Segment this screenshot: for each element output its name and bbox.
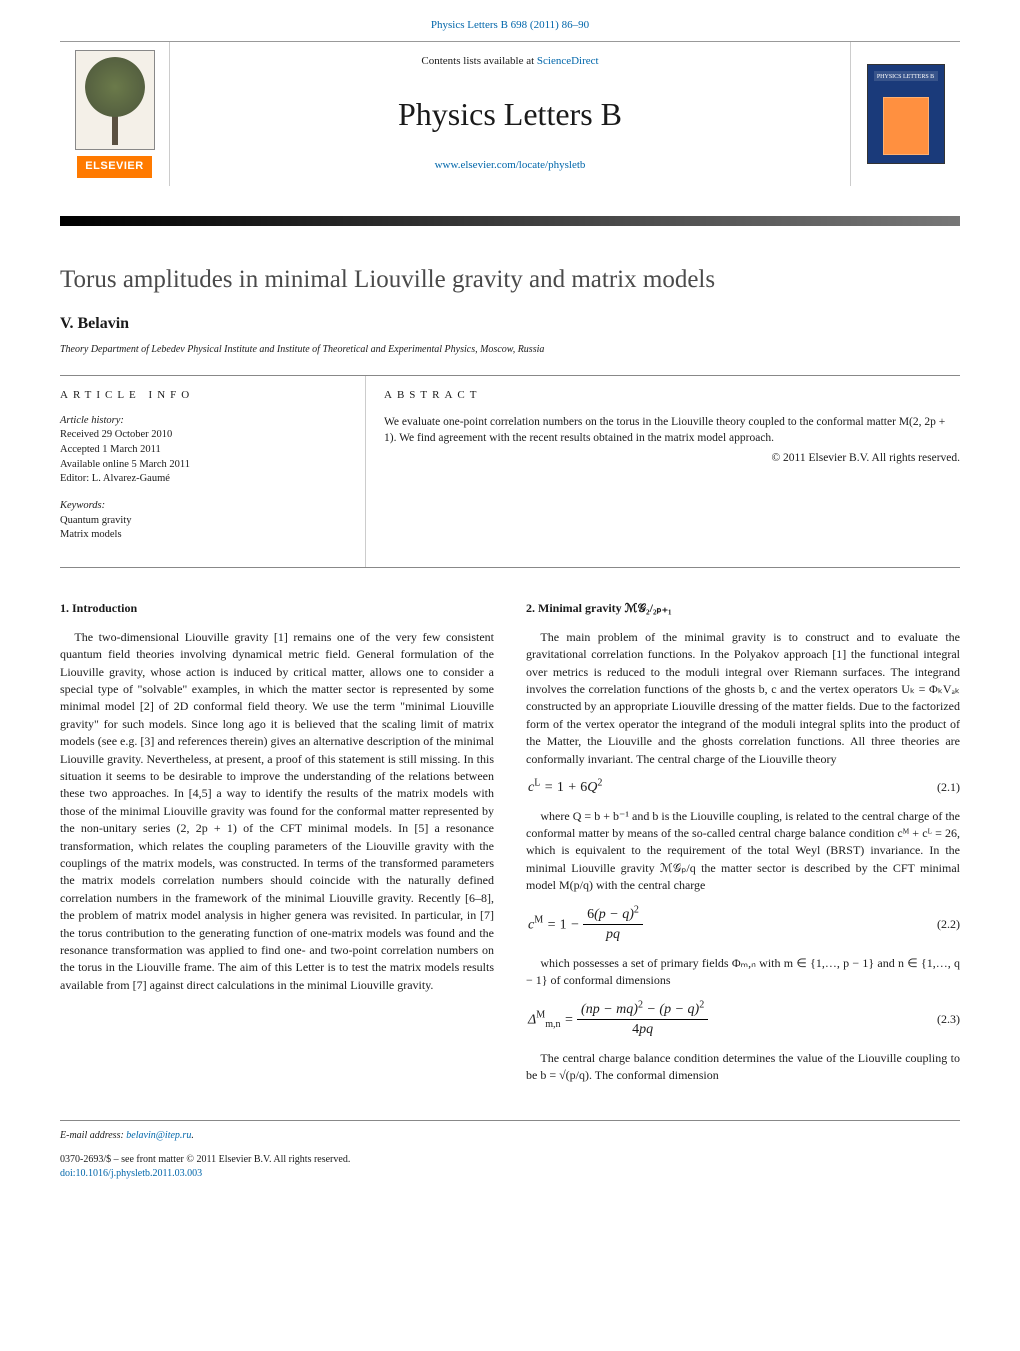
abstract-block: abstract We evaluate one-point correlati… <box>366 376 960 567</box>
history-accepted: Accepted 1 March 2011 <box>60 443 347 458</box>
section-2-para-2: where Q = b + b⁻¹ and b is the Liouville… <box>526 808 960 895</box>
journal-title: Physics Letters B <box>190 92 830 137</box>
left-column: 1. Introduction The two-dimensional Liou… <box>60 596 494 1090</box>
elsevier-tree-icon <box>75 50 155 150</box>
publisher-block: ELSEVIER <box>60 42 170 185</box>
abstract-copyright: © 2011 Elsevier B.V. All rights reserved… <box>384 450 960 466</box>
history-label: Article history: <box>60 414 347 429</box>
article-info-heading: article info <box>60 388 347 403</box>
journal-homepage-link[interactable]: www.elsevier.com/locate/physletb <box>435 159 586 171</box>
author-name: V. Belavin <box>60 313 960 335</box>
history-received: Received 29 October 2010 <box>60 428 347 443</box>
journal-masthead: ELSEVIER Contents lists available at Sci… <box>60 41 960 185</box>
equation-2-3-number: (2.3) <box>937 1011 960 1028</box>
contents-available-line: Contents lists available at ScienceDirec… <box>190 54 830 69</box>
cover-thumbnail-area: PHYSICS LETTERS B <box>850 42 960 185</box>
section-2-para-1: The main problem of the minimal gravity … <box>526 629 960 768</box>
equation-2-1: cL = 1 + 6Q2 (2.1) <box>526 778 960 798</box>
equation-2-3: ΔMm,n = (np − mq)2 − (p − q)24pq (2.3) <box>526 1000 960 1040</box>
editor-line: Editor: L. Alvarez-Gaumé <box>60 472 347 487</box>
author-email-link[interactable]: belavin@itep.ru <box>126 1130 191 1141</box>
header-citation-link[interactable]: Physics Letters B 698 (2011) 86–90 <box>431 19 589 31</box>
contents-prefix: Contents lists available at <box>421 55 536 67</box>
author-affiliation: Theory Department of Lebedev Physical In… <box>60 343 960 357</box>
abstract-heading: abstract <box>384 388 960 403</box>
email-label: E-mail address: <box>60 1130 126 1141</box>
history-online: Available online 5 March 2011 <box>60 458 347 473</box>
keyword-2: Matrix models <box>60 528 347 543</box>
keyword-1: Quantum gravity <box>60 514 347 529</box>
article-info-block: article info Article history: Received 2… <box>60 376 366 567</box>
abstract-text: We evaluate one-point correlation number… <box>384 414 960 446</box>
cover-thumb-label: PHYSICS LETTERS B <box>868 73 944 81</box>
journal-cover-icon: PHYSICS LETTERS B <box>867 64 945 164</box>
masthead-gradient-bar <box>60 216 960 226</box>
section-1-heading: 1. Introduction <box>60 600 494 617</box>
equation-2-2: cM = 1 − 6(p − q)2pq (2.2) <box>526 905 960 945</box>
right-column: 2. Minimal gravity ℳ𝒢₂/₂ₚ₊₁ The main pro… <box>526 596 960 1090</box>
keywords-label: Keywords: <box>60 499 347 514</box>
issn-copyright-line: 0370-2693/$ – see front matter © 2011 El… <box>60 1153 960 1167</box>
section-1-para-1: The two-dimensional Liouville gravity [1… <box>60 629 494 994</box>
article-title: Torus amplitudes in minimal Liouville gr… <box>60 262 960 297</box>
sciencedirect-link[interactable]: ScienceDirect <box>537 55 599 67</box>
section-2-para-3: which possesses a set of primary fields … <box>526 955 960 990</box>
running-header: Physics Letters B 698 (2011) 86–90 <box>0 0 1020 41</box>
section-2-para-4: The central charge balance condition det… <box>526 1050 960 1085</box>
equation-2-2-number: (2.2) <box>937 916 960 933</box>
elsevier-wordmark: ELSEVIER <box>77 156 151 177</box>
page-footer: E-mail address: belavin@itep.ru. 0370-26… <box>60 1120 960 1181</box>
equation-2-1-number: (2.1) <box>937 779 960 796</box>
doi-link[interactable]: doi:10.1016/j.physletb.2011.03.003 <box>60 1168 202 1179</box>
section-2-heading: 2. Minimal gravity ℳ𝒢₂/₂ₚ₊₁ <box>526 600 960 617</box>
